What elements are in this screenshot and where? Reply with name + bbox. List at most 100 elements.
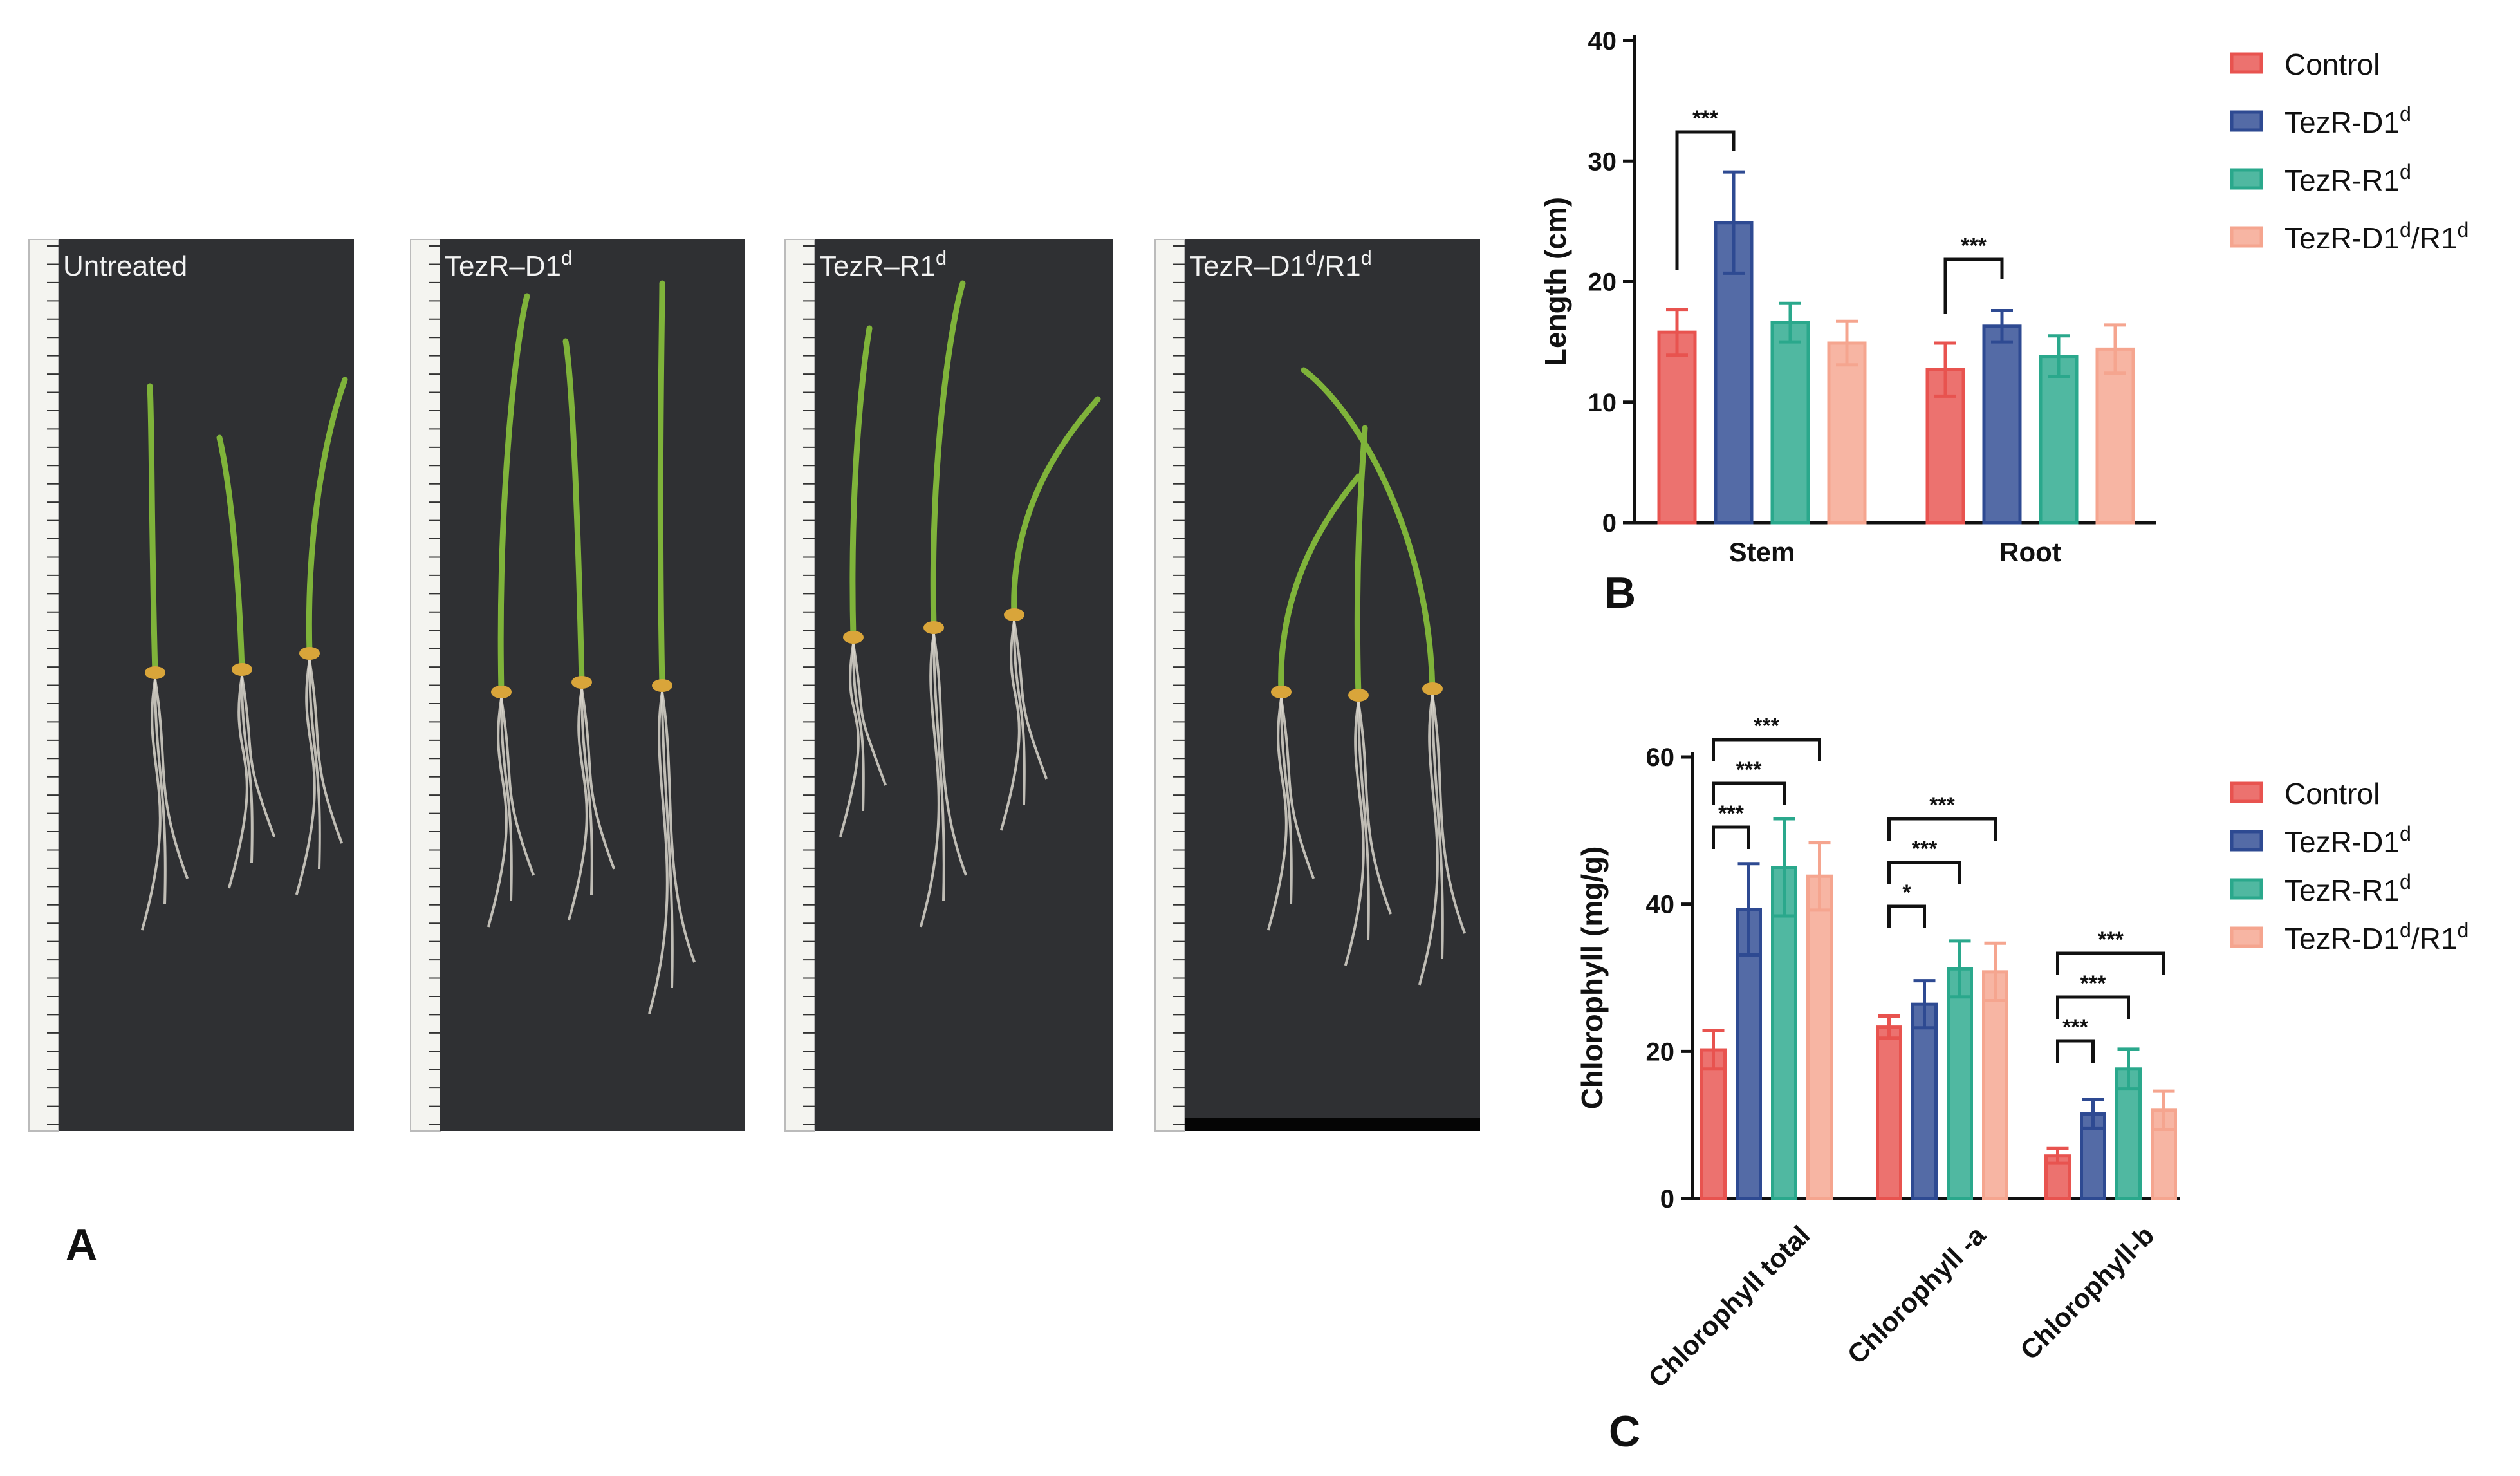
y-tick-label: 20 [1646, 1038, 1675, 1066]
significance-bracket [2056, 951, 2165, 975]
bar [1700, 1048, 1727, 1200]
significance-label: *** [1961, 234, 1987, 258]
bar [1657, 330, 1697, 525]
seed-grain [1348, 689, 1369, 702]
seed-grain [652, 679, 672, 692]
seedling-root [295, 659, 316, 895]
seedling-leaf [1011, 396, 1101, 618]
seedling [1266, 473, 1362, 931]
legend-swatch [2230, 168, 2263, 190]
seedling-root [661, 691, 674, 989]
seedling-root [308, 659, 344, 844]
seedling-leaf [849, 325, 873, 640]
legend-entry: TezR-D1d/R1d [2284, 218, 2469, 255]
seedling [647, 280, 696, 1014]
legend-swatch [2230, 926, 2263, 948]
significance-bracket [1887, 817, 1997, 841]
y-tick-label: 40 [1646, 891, 1675, 919]
seedling-root [1013, 621, 1048, 780]
photo-label: Untreated [63, 250, 187, 282]
y-tick-label: 20 [1588, 268, 1617, 297]
panel-b-letter: B [1604, 568, 1636, 617]
seedling [216, 434, 276, 889]
seedling-leaf [497, 293, 530, 695]
y-tick-label: 0 [1660, 1185, 1674, 1213]
significance-label: *** [2080, 971, 2106, 996]
bar [1806, 874, 1833, 1200]
seed-grain [1271, 686, 1292, 698]
seedling-root [241, 675, 276, 837]
bar [1736, 908, 1762, 1200]
legend-entry: Control [2284, 777, 2380, 810]
seedling-root [919, 633, 940, 928]
seed-grain [232, 663, 252, 676]
seedling-root [1431, 695, 1467, 934]
seedling-root [999, 621, 1021, 831]
seedling-root [661, 691, 696, 963]
photo-panel-4: TezR–D1d/R1d [1154, 239, 1480, 1132]
seed-grain [145, 666, 165, 679]
x-category-label: Root [1999, 537, 2061, 567]
significance-label: *** [2098, 928, 2124, 952]
legend-swatch [2230, 781, 2263, 803]
seedling-root [227, 675, 248, 889]
photo-background [59, 239, 354, 1131]
legend-entry: TezR-D1d [2284, 822, 2411, 859]
bar [1947, 967, 1973, 1200]
seedling-root [1280, 698, 1293, 905]
significance-bracket [1887, 904, 1926, 928]
significance-label: *** [1929, 793, 1955, 817]
significance-bracket [2056, 1039, 2095, 1063]
photo-label: TezR–D1d [445, 247, 572, 283]
bar [2039, 355, 2079, 525]
photo-panel-3: TezR–R1d [784, 239, 1113, 1132]
significance-label: * [1902, 881, 1911, 905]
photo-background [440, 239, 745, 1131]
seedling-root [647, 691, 669, 1014]
seed-grain [923, 621, 944, 634]
significance-bracket [1712, 781, 1786, 805]
seedling-root [932, 633, 945, 902]
significance-bracket [1943, 257, 2004, 314]
significance-bracket [1712, 738, 1821, 761]
significance-label: *** [1754, 714, 1779, 738]
photo-label: TezR–R1d [819, 247, 947, 283]
seedling-leaf [216, 434, 245, 673]
seedling-root [1431, 695, 1444, 960]
seed-grain [1422, 682, 1443, 695]
photo-label: TezR–D1d/R1d [1189, 247, 1372, 283]
seedling [562, 338, 616, 921]
panel-a-letter: A [66, 1220, 98, 1269]
legend-swatch [2230, 830, 2263, 852]
seedling [1301, 367, 1467, 986]
legend-entry: TezR-D1d [2284, 102, 2411, 139]
seedling-root [567, 688, 588, 921]
seedling-root [241, 675, 254, 863]
seedling-root [1357, 701, 1393, 915]
seedling-root [580, 688, 593, 895]
y-axis-title: Chlorophyll (mg/g) [1575, 846, 1609, 1110]
seedling-leaf [930, 280, 966, 631]
significance-bracket [2056, 995, 2130, 1019]
seedling-root [500, 698, 513, 902]
seedling-root [486, 698, 508, 928]
seedling-root [838, 643, 860, 837]
legend-entry: TezR-R1d [2284, 870, 2411, 907]
bar [1827, 341, 1867, 525]
seed-grain [299, 647, 320, 660]
legend-swatch [2230, 52, 2263, 74]
significance-label: *** [1736, 758, 1762, 782]
seedling [295, 377, 348, 895]
seedling-leaf [147, 383, 158, 676]
y-tick-label: 60 [1646, 743, 1675, 772]
seedling-root [932, 633, 968, 876]
seedling-root [1280, 698, 1315, 879]
seedling [486, 293, 535, 928]
legend-entry: TezR-R1d [2284, 160, 2411, 197]
x-category-label: Chlorophyll total [1642, 1220, 1815, 1393]
seedling-root [852, 643, 887, 786]
photo-panel-1: Untreated [28, 239, 354, 1132]
y-tick-label: 0 [1602, 509, 1617, 537]
x-category-label: Chlorophyll -a [1841, 1220, 1991, 1370]
